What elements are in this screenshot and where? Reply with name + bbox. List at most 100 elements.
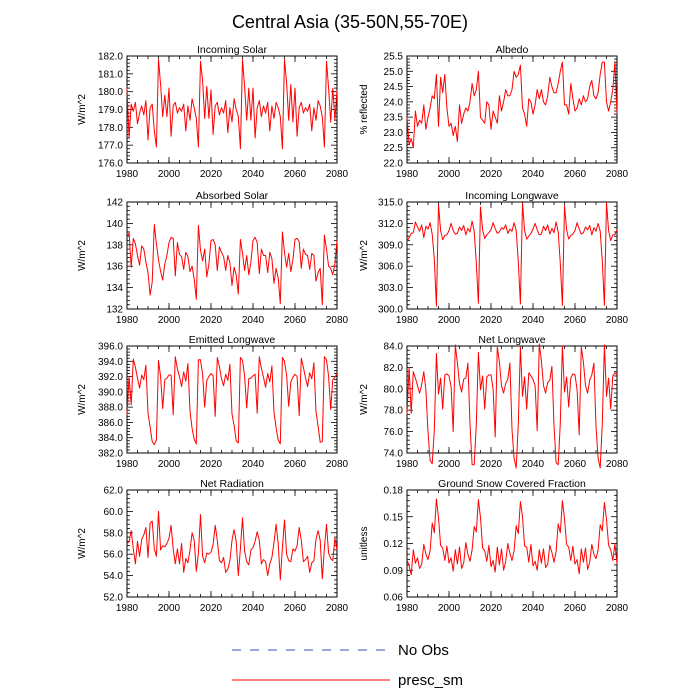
y-tick-label: 62.0 xyxy=(104,486,124,497)
panel-ground-snow-covered-fraction: Ground Snow Covered Fraction 1980 2000 2020… xyxy=(359,478,629,614)
x-tick-label: 1980 xyxy=(116,459,139,470)
x-tick-label: 2040 xyxy=(242,315,265,326)
y-tick-label: 23.5 xyxy=(384,113,404,124)
x-tick-label: 2000 xyxy=(438,169,461,180)
panel-title: Ground Snow Covered Fraction xyxy=(438,478,586,490)
y-tick-label: 315.0 xyxy=(378,198,403,209)
y-tick-label: 76.0 xyxy=(384,427,404,438)
panel-absorbed-solar: Absorbed Solar 1980 2000 2020 2040 2060 2080 13… xyxy=(77,190,349,326)
panel-net-radiation: Net Radiation 1980 2000 2020 2040 2060 2080 52.… xyxy=(77,478,349,614)
y-tick-label: 78.0 xyxy=(384,406,404,417)
y-tick-label: 80.0 xyxy=(384,384,404,395)
legend-label-no-obs: No Obs xyxy=(398,642,449,659)
x-tick-label: 2020 xyxy=(200,459,223,470)
y-axis-label: W/m^2 xyxy=(77,94,88,125)
y-tick-label: 60.0 xyxy=(104,507,124,518)
x-tick-label: 2080 xyxy=(606,169,629,180)
x-tick-label: 2080 xyxy=(326,603,349,614)
y-tick-label: 177.0 xyxy=(98,141,123,152)
x-tick-label: 2080 xyxy=(326,459,349,470)
x-tick-label: 1980 xyxy=(396,603,419,614)
panel-title: Incoming Longwave xyxy=(465,190,559,202)
series-line-presc-sm xyxy=(126,510,338,581)
y-tick-label: 384.0 xyxy=(98,433,123,444)
series-line-presc-sm xyxy=(126,223,338,306)
x-tick-label: 1980 xyxy=(116,169,139,180)
y-axis-label: % reflected xyxy=(359,84,370,134)
x-tick-label: 2000 xyxy=(158,459,181,470)
x-tick-label: 2060 xyxy=(284,315,307,326)
x-tick-label: 2020 xyxy=(480,315,503,326)
x-tick-label: 1980 xyxy=(396,169,419,180)
series-line-presc-sm xyxy=(406,202,618,307)
y-tick-label: 24.0 xyxy=(384,97,404,108)
panel-albedo: Albedo 1980 2000 2020 2040 2060 2080 22.0 22.5 23… xyxy=(359,44,629,180)
y-tick-label: 84.0 xyxy=(384,342,404,353)
series-line-presc-sm xyxy=(126,59,338,150)
y-tick-label: 54.0 xyxy=(104,571,124,582)
panel-frame xyxy=(126,201,338,310)
y-tick-label: 179.0 xyxy=(98,105,123,116)
panel-title: Albedo xyxy=(496,44,529,56)
x-tick-label: 2040 xyxy=(522,459,545,470)
y-tick-label: 22.5 xyxy=(384,143,404,154)
y-tick-label: 392.0 xyxy=(98,372,123,383)
x-tick-label: 1980 xyxy=(116,315,139,326)
y-tick-label: 303.0 xyxy=(378,283,403,294)
y-tick-label: 22.0 xyxy=(384,159,404,170)
x-tick-label: 2020 xyxy=(480,459,503,470)
panel-frame xyxy=(406,345,618,454)
x-tick-label: 2000 xyxy=(158,169,181,180)
x-tick-label: 2060 xyxy=(284,169,307,180)
x-tick-label: 2020 xyxy=(480,169,503,180)
x-tick-label: 2020 xyxy=(200,169,223,180)
y-axis-label: W/m^2 xyxy=(359,240,370,271)
x-tick-label: 2080 xyxy=(326,169,349,180)
y-tick-label: 309.0 xyxy=(378,240,403,251)
series-line-presc-sm xyxy=(406,61,618,149)
x-tick-label: 2000 xyxy=(438,459,461,470)
y-tick-label: 56.0 xyxy=(104,550,124,561)
figure-title: Central Asia (35-50N,55-70E) xyxy=(232,12,468,32)
x-tick-label: 2060 xyxy=(284,603,307,614)
y-tick-label: 58.0 xyxy=(104,528,124,539)
y-tick-label: 394.0 xyxy=(98,357,123,368)
y-tick-label: 142 xyxy=(106,198,123,209)
legend: No Obs presc_sm xyxy=(232,642,463,689)
y-axis-label: W/m^2 xyxy=(77,528,88,559)
panel-title: Absorbed Solar xyxy=(196,190,269,202)
x-tick-label: 2040 xyxy=(242,169,265,180)
panel-emitted-longwave: Emitted Longwave 1980 2000 2020 2040 2060 2080… xyxy=(77,334,349,470)
y-tick-label: 0.15 xyxy=(384,512,404,523)
y-tick-label: 312.0 xyxy=(378,219,403,230)
x-tick-label: 2040 xyxy=(522,169,545,180)
x-tick-label: 1980 xyxy=(396,459,419,470)
x-tick-label: 2060 xyxy=(564,315,587,326)
x-tick-label: 2080 xyxy=(606,315,629,326)
x-tick-label: 2040 xyxy=(522,603,545,614)
x-tick-label: 2000 xyxy=(438,603,461,614)
y-axis-label: W/m^2 xyxy=(359,384,370,415)
y-axis-label: W/m^2 xyxy=(77,240,88,271)
y-tick-label: 52.0 xyxy=(104,593,124,604)
y-axis-label: unitless xyxy=(359,527,370,561)
y-tick-label: 176.0 xyxy=(98,159,123,170)
x-tick-label: 2060 xyxy=(564,459,587,470)
y-tick-label: 306.0 xyxy=(378,262,403,273)
y-tick-label: 0.09 xyxy=(384,566,404,577)
y-tick-label: 300.0 xyxy=(378,305,403,316)
x-tick-label: 2020 xyxy=(200,603,223,614)
panel-net-longwave: Net Longwave 1980 2000 2020 2040 2060 2080 74.0… xyxy=(359,334,629,470)
panel-title: Net Longwave xyxy=(478,334,545,346)
y-tick-label: 180.0 xyxy=(98,87,123,98)
y-tick-label: 390.0 xyxy=(98,387,123,398)
legend-label-presc-sm: presc_sm xyxy=(398,672,463,689)
y-tick-label: 382.0 xyxy=(98,449,123,460)
x-tick-label: 2040 xyxy=(242,459,265,470)
x-tick-label: 2080 xyxy=(606,603,629,614)
y-tick-label: 388.0 xyxy=(98,403,123,414)
panel-title: Incoming Solar xyxy=(197,44,268,56)
x-tick-label: 2060 xyxy=(284,459,307,470)
x-tick-label: 2020 xyxy=(200,315,223,326)
y-tick-label: 138 xyxy=(106,240,123,251)
